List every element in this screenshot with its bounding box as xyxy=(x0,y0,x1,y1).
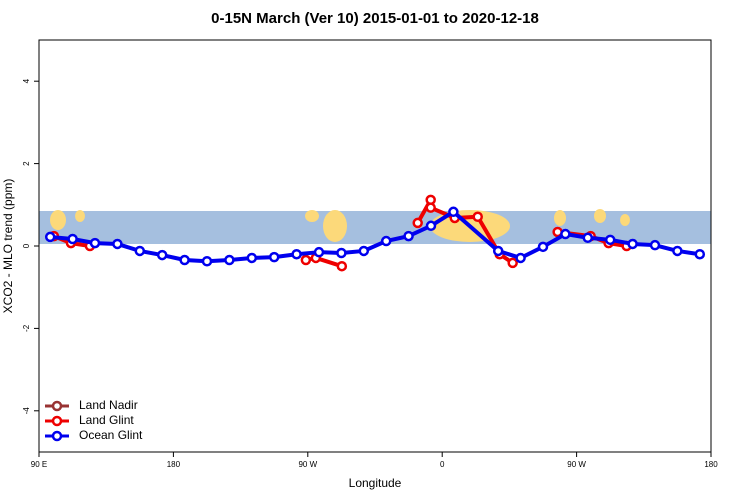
point xyxy=(425,220,437,232)
legend-label: Land Glint xyxy=(79,413,134,427)
point xyxy=(627,238,638,250)
point xyxy=(515,252,526,264)
point xyxy=(358,245,370,257)
legend-marker xyxy=(51,400,63,412)
point xyxy=(649,239,661,251)
x-tick-label: 0 xyxy=(440,460,445,469)
point xyxy=(300,254,312,266)
point xyxy=(291,248,302,260)
point xyxy=(492,245,504,257)
y-axis-label: XCO2 - MLO trend (ppm) xyxy=(1,179,15,314)
x-tick-label: 90 W xyxy=(567,460,586,469)
point xyxy=(313,246,325,258)
point xyxy=(560,228,571,240)
x-tick-label: 90 W xyxy=(298,460,317,469)
point xyxy=(179,254,190,266)
legend-label: Land Nadir xyxy=(79,398,138,412)
x-axis-label: Longitude xyxy=(349,476,402,490)
point xyxy=(336,247,347,259)
legend-marker xyxy=(51,430,63,442)
legend-marker xyxy=(51,415,63,427)
x-tick-label: 180 xyxy=(167,460,181,469)
x-tick-label: 180 xyxy=(704,460,718,469)
y-tick-label: 0 xyxy=(22,243,31,248)
point xyxy=(472,211,483,222)
point xyxy=(507,257,518,269)
point xyxy=(380,235,392,247)
point xyxy=(89,237,101,249)
chart-title: 0-15N March (Ver 10) 2015-01-01 to 2020-… xyxy=(211,10,539,27)
point xyxy=(134,245,146,257)
point xyxy=(156,249,168,261)
point xyxy=(412,217,423,229)
point xyxy=(44,231,56,243)
point xyxy=(246,252,258,264)
legend-label: Ocean Glint xyxy=(79,428,143,442)
point xyxy=(336,260,348,272)
point xyxy=(604,234,616,246)
y-tick-label: 2 xyxy=(22,161,31,166)
point xyxy=(403,230,414,242)
point xyxy=(537,241,549,253)
point xyxy=(224,254,235,266)
point xyxy=(448,206,459,218)
point xyxy=(694,248,706,260)
x-tick-label: 90 E xyxy=(31,460,47,469)
y-tick-label: -4 xyxy=(22,407,31,415)
point xyxy=(582,232,594,244)
point xyxy=(425,202,436,213)
y-tick-label: -2 xyxy=(22,324,31,332)
y-tick-label: 4 xyxy=(22,78,31,83)
point xyxy=(268,251,280,263)
point xyxy=(112,238,123,250)
point xyxy=(672,245,683,257)
point xyxy=(67,233,78,245)
point xyxy=(201,255,213,267)
